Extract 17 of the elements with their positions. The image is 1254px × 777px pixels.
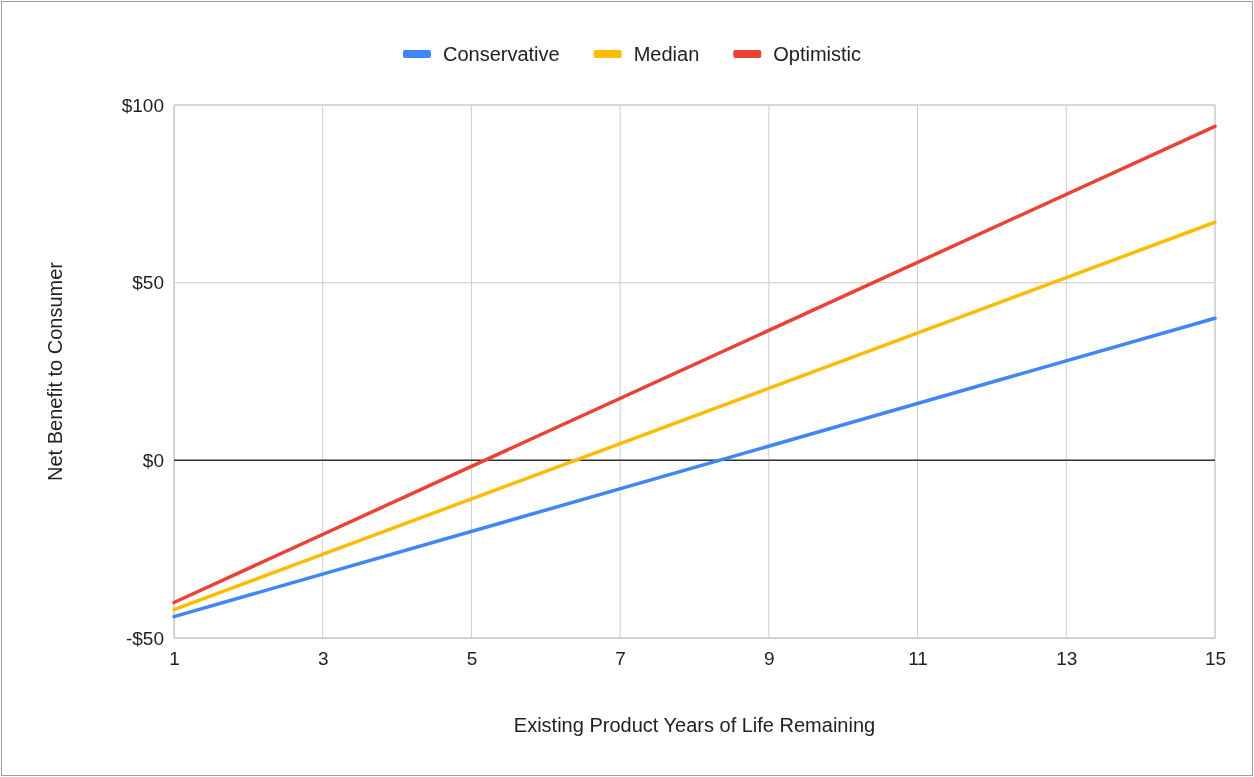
x-axis-title: Existing Product Years of Life Remaining [513, 714, 876, 736]
x-tick-label: 3 [317, 648, 329, 670]
y-tick-label: -$50 [125, 627, 164, 649]
x-tick-label: 1 [169, 648, 180, 670]
y-tick-label: $100 [121, 94, 164, 116]
legend-label: Median [633, 43, 700, 65]
x-tick-label: 9 [764, 648, 775, 670]
x-tick-label: 5 [466, 648, 478, 670]
legend-label: Conservative [442, 43, 560, 65]
x-tick-label: 15 [1204, 648, 1227, 670]
y-tick-label: $50 [132, 272, 164, 294]
x-tick-label: 13 [1056, 648, 1078, 670]
x-tick-label: 11 [908, 648, 928, 670]
legend-label: Optimistic [773, 43, 862, 65]
y-axis-title: Net Benefit to Consumer [44, 261, 66, 481]
y-tick-label: $0 [142, 449, 164, 471]
x-tick-label: 7 [615, 648, 626, 670]
